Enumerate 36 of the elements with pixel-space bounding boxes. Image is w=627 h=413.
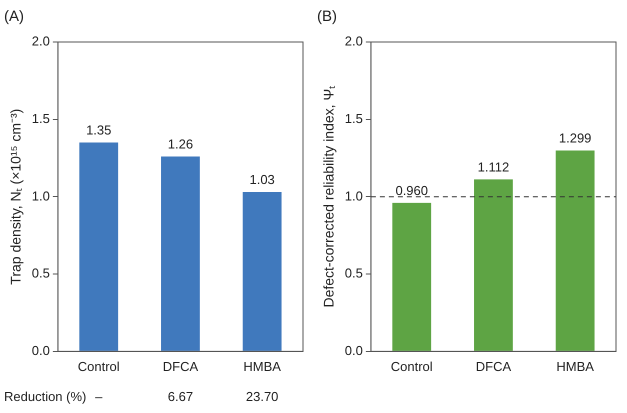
x-tick-label: HMBA (556, 358, 594, 374)
bar (161, 156, 200, 351)
bar (79, 142, 118, 351)
y-tick-label: 0.0 (344, 342, 363, 358)
y-axis-title: Trap density, Nₜ (×10¹⁵ cm⁻³) (7, 108, 24, 285)
y-tick-label: 0.0 (32, 342, 50, 358)
y-tick-label: 1.0 (344, 188, 363, 204)
bar (392, 202, 432, 351)
text: Reduction (%) (4, 388, 86, 404)
bar (556, 150, 595, 351)
text: – (95, 388, 104, 404)
y-tick-label: 0.5 (32, 266, 50, 281)
data-label: 0.960 (395, 182, 428, 198)
x-tick-label: Control (78, 358, 120, 374)
data-label: 1.26 (168, 136, 194, 152)
y-tick-label: 1.5 (344, 110, 363, 126)
bar (474, 179, 513, 351)
bar (242, 192, 282, 351)
y-tick-label: 2.0 (344, 34, 363, 49)
x-tick-label: HMBA (243, 358, 282, 374)
chart-title: (B) (317, 8, 337, 26)
y-tick-label: 1.0 (32, 188, 50, 204)
data-label: 1.35 (86, 122, 112, 138)
text: 23.70 (246, 388, 278, 404)
y-tick-label: 2.0 (32, 34, 50, 49)
x-tick-label: DFCA (476, 358, 512, 374)
x-tick-label: DFCA (162, 358, 198, 374)
data-label: 1.112 (478, 159, 510, 174)
data-label: 1.03 (249, 172, 275, 188)
y-axis-title: Defect-corrected reliability index, Ψₜ (320, 84, 336, 308)
y-tick-label: 0.5 (344, 266, 363, 281)
y-tick-label: 1.5 (32, 110, 50, 126)
data-label: 1.299 (558, 130, 592, 146)
chart-title: (A) (4, 8, 24, 26)
x-tick-label: Control (390, 358, 433, 374)
text: 6.67 (168, 388, 194, 404)
